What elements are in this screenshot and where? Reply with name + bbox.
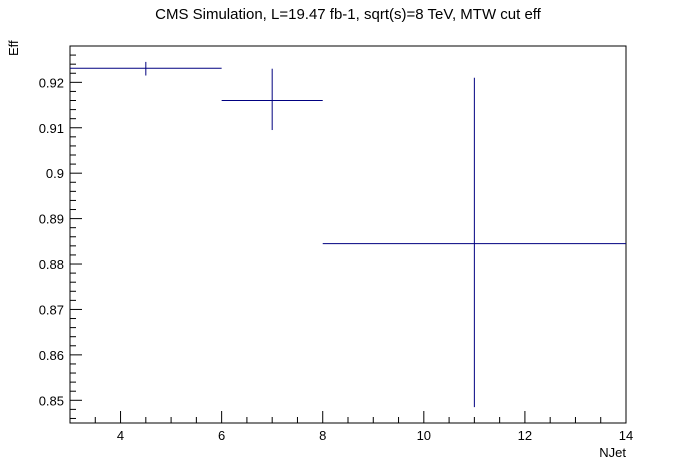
y-tick-label: 0.88 xyxy=(39,257,64,272)
y-tick-label: 0.85 xyxy=(39,393,64,408)
y-tick-label: 0.9 xyxy=(46,166,64,181)
x-tick-label: 12 xyxy=(518,428,532,443)
data-points xyxy=(70,61,626,408)
y-tick-label: 0.87 xyxy=(39,302,64,317)
data-point xyxy=(221,68,323,131)
y-tick-label: 0.91 xyxy=(39,121,64,136)
tick-labels: 4 6 8 10 12 14 0.85 0.86 0.87 0.88 0.89 0.9 0.91 0.92 xyxy=(39,75,634,443)
x-tick-label: 10 xyxy=(417,428,431,443)
x-tick-label: 14 xyxy=(619,428,633,443)
chart-title: CMS Simulation, L=19.47 fb-1, sqrt(s)=8 … xyxy=(155,6,541,23)
data-point xyxy=(322,77,626,408)
plot-frame xyxy=(69,45,627,424)
y-tick-label: 0.89 xyxy=(39,212,64,227)
x-tick-label: 6 xyxy=(218,428,225,443)
x-tick-label: 4 xyxy=(117,428,124,443)
data-point xyxy=(70,61,222,76)
x-axis-label: NJet xyxy=(599,445,626,460)
axis-ticks xyxy=(69,45,627,423)
y-tick-label: 0.86 xyxy=(39,348,64,363)
x-tick-label: 8 xyxy=(319,428,326,443)
y-tick-label: 0.92 xyxy=(39,75,64,90)
